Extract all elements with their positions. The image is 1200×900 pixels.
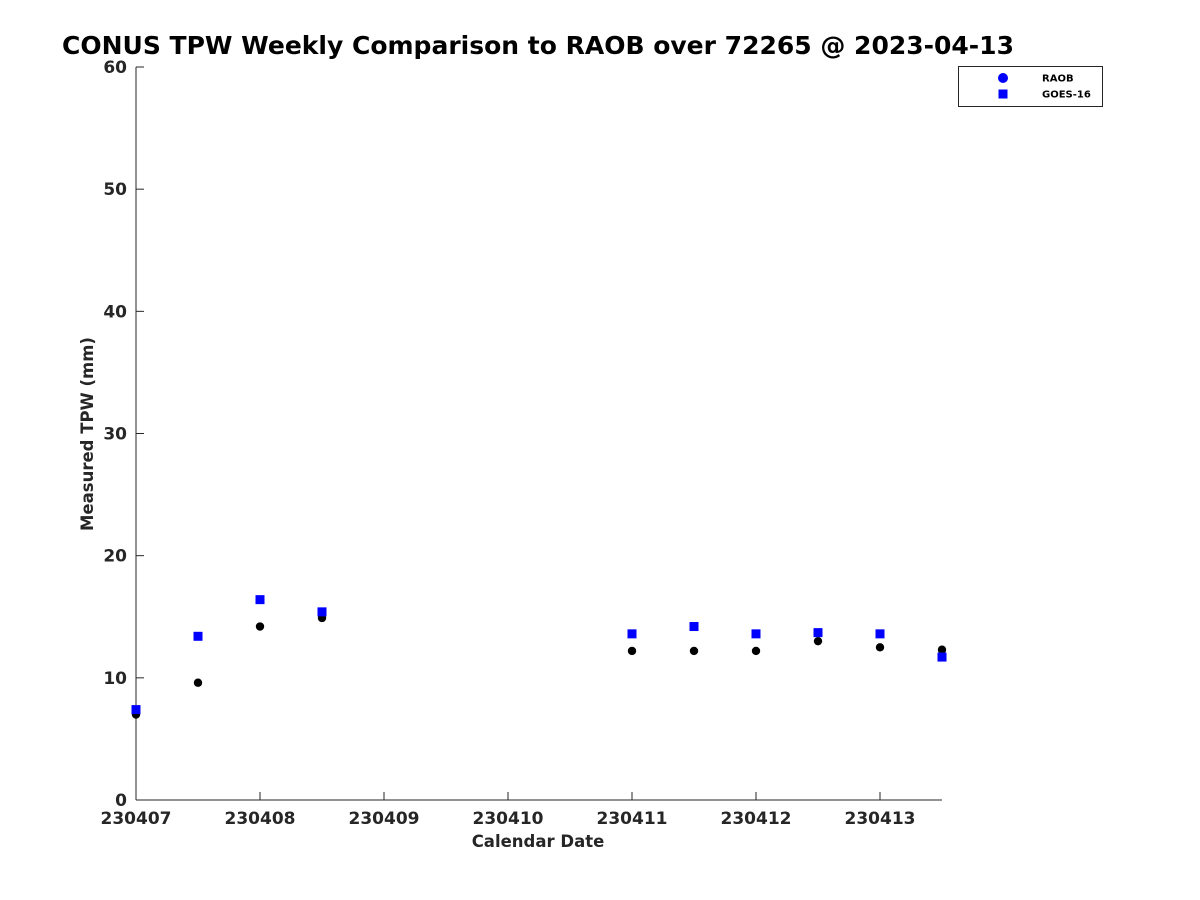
goes16-point [255,595,265,605]
y-tick-label: 0 [115,791,127,811]
goes16-point [937,652,947,662]
y-tick-label: 10 [103,669,127,689]
x-tick-label: 230410 [473,809,544,829]
goes16-point [627,629,637,639]
legend: RAOB GOES-16 [958,66,1103,107]
x-axis-label: Calendar Date [472,832,605,851]
y-tick-label: 60 [103,58,127,78]
raob-point [255,622,265,631]
legend-goes16-marker [998,89,1008,99]
x-tick-label: 230409 [349,809,420,829]
goes16-point [131,705,141,715]
goes16-point [689,622,699,632]
raob-point [875,643,885,652]
y-tick-label: 20 [103,547,127,567]
x-tick-label: 230412 [721,809,792,829]
goes16-point [317,607,327,617]
raob-point [937,645,947,654]
goes16-point [751,629,761,639]
legend-box [958,66,1103,107]
raob-point [689,646,699,656]
raob-point [193,678,203,687]
chart-title: CONUS TPW Weekly Comparison to RAOB over… [62,31,1014,60]
x-tick-label: 230408 [225,809,296,829]
goes16-point [193,631,203,641]
x-tick-label: 230411 [597,809,668,829]
y-tick-label: 40 [103,302,127,322]
raob-point [627,646,637,656]
raob-point [751,646,761,656]
y-tick-label: 50 [103,180,127,200]
axes: 230407 230408 230409 230410 230411 230412 2304… [101,58,942,829]
x-tick-label: 230413 [845,809,916,829]
y-axis-label: Measured TPW (mm) [78,337,97,531]
legend-label: GOES-16 [1042,90,1091,101]
y-tick-label: 30 [103,425,127,445]
x-tick-label: 230407 [101,809,172,829]
legend-label: RAOB [1042,74,1074,85]
goes16-point [813,628,823,638]
raob-point [813,636,823,646]
goes16-point [875,629,885,639]
legend-raob-marker [998,73,1008,83]
data-points [131,595,947,719]
